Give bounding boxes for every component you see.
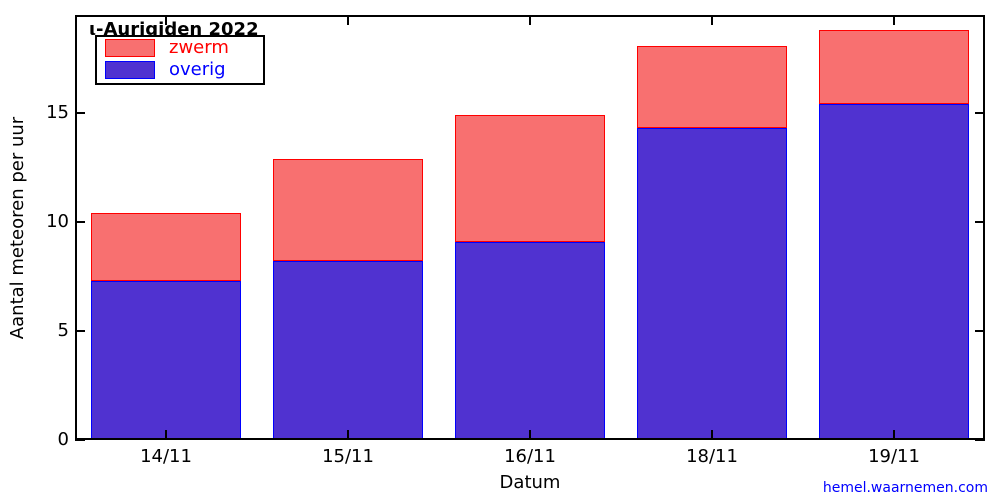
x-tick <box>165 430 167 440</box>
x-tick <box>893 15 895 25</box>
x-tick <box>711 430 713 440</box>
meteor-chart: 0 5 10 15 14/11 15/11 16/11 18/11 19/11 Datum Aant… <box>0 0 1000 500</box>
y-axis-label: Aantal meteoren per uur <box>7 116 28 338</box>
x-tick-label: 16/11 <box>504 446 556 467</box>
y-tick <box>75 221 85 223</box>
x-tick <box>347 430 349 440</box>
legend-swatch-overig <box>105 61 155 79</box>
credit-link[interactable]: hemel.waarnemen.com <box>823 480 988 496</box>
y-tick <box>975 330 985 332</box>
x-tick <box>893 430 895 440</box>
x-tick <box>529 15 531 25</box>
legend-label-overig: overig <box>169 59 226 80</box>
y-tick <box>975 112 985 114</box>
x-tick-label: 14/11 <box>140 446 192 467</box>
y-tick <box>975 439 985 441</box>
x-tick-label: 15/11 <box>322 446 374 467</box>
legend-label-zwerm: zwerm <box>169 37 229 58</box>
y-tick <box>75 330 85 332</box>
legend-swatch-zwerm <box>105 39 155 57</box>
x-tick <box>347 15 349 25</box>
y-tick <box>975 221 985 223</box>
y-tick-label: 0 <box>58 429 69 450</box>
y-tick-label: 15 <box>46 102 69 123</box>
x-tick-label: 18/11 <box>686 446 738 467</box>
y-tick-label: 10 <box>46 211 69 232</box>
x-axis-label: Datum <box>500 472 561 493</box>
y-tick-label: 5 <box>58 320 69 341</box>
y-tick <box>75 112 85 114</box>
x-tick-label: 19/11 <box>868 446 920 467</box>
x-tick <box>711 15 713 25</box>
x-tick <box>529 430 531 440</box>
y-tick <box>75 439 85 441</box>
